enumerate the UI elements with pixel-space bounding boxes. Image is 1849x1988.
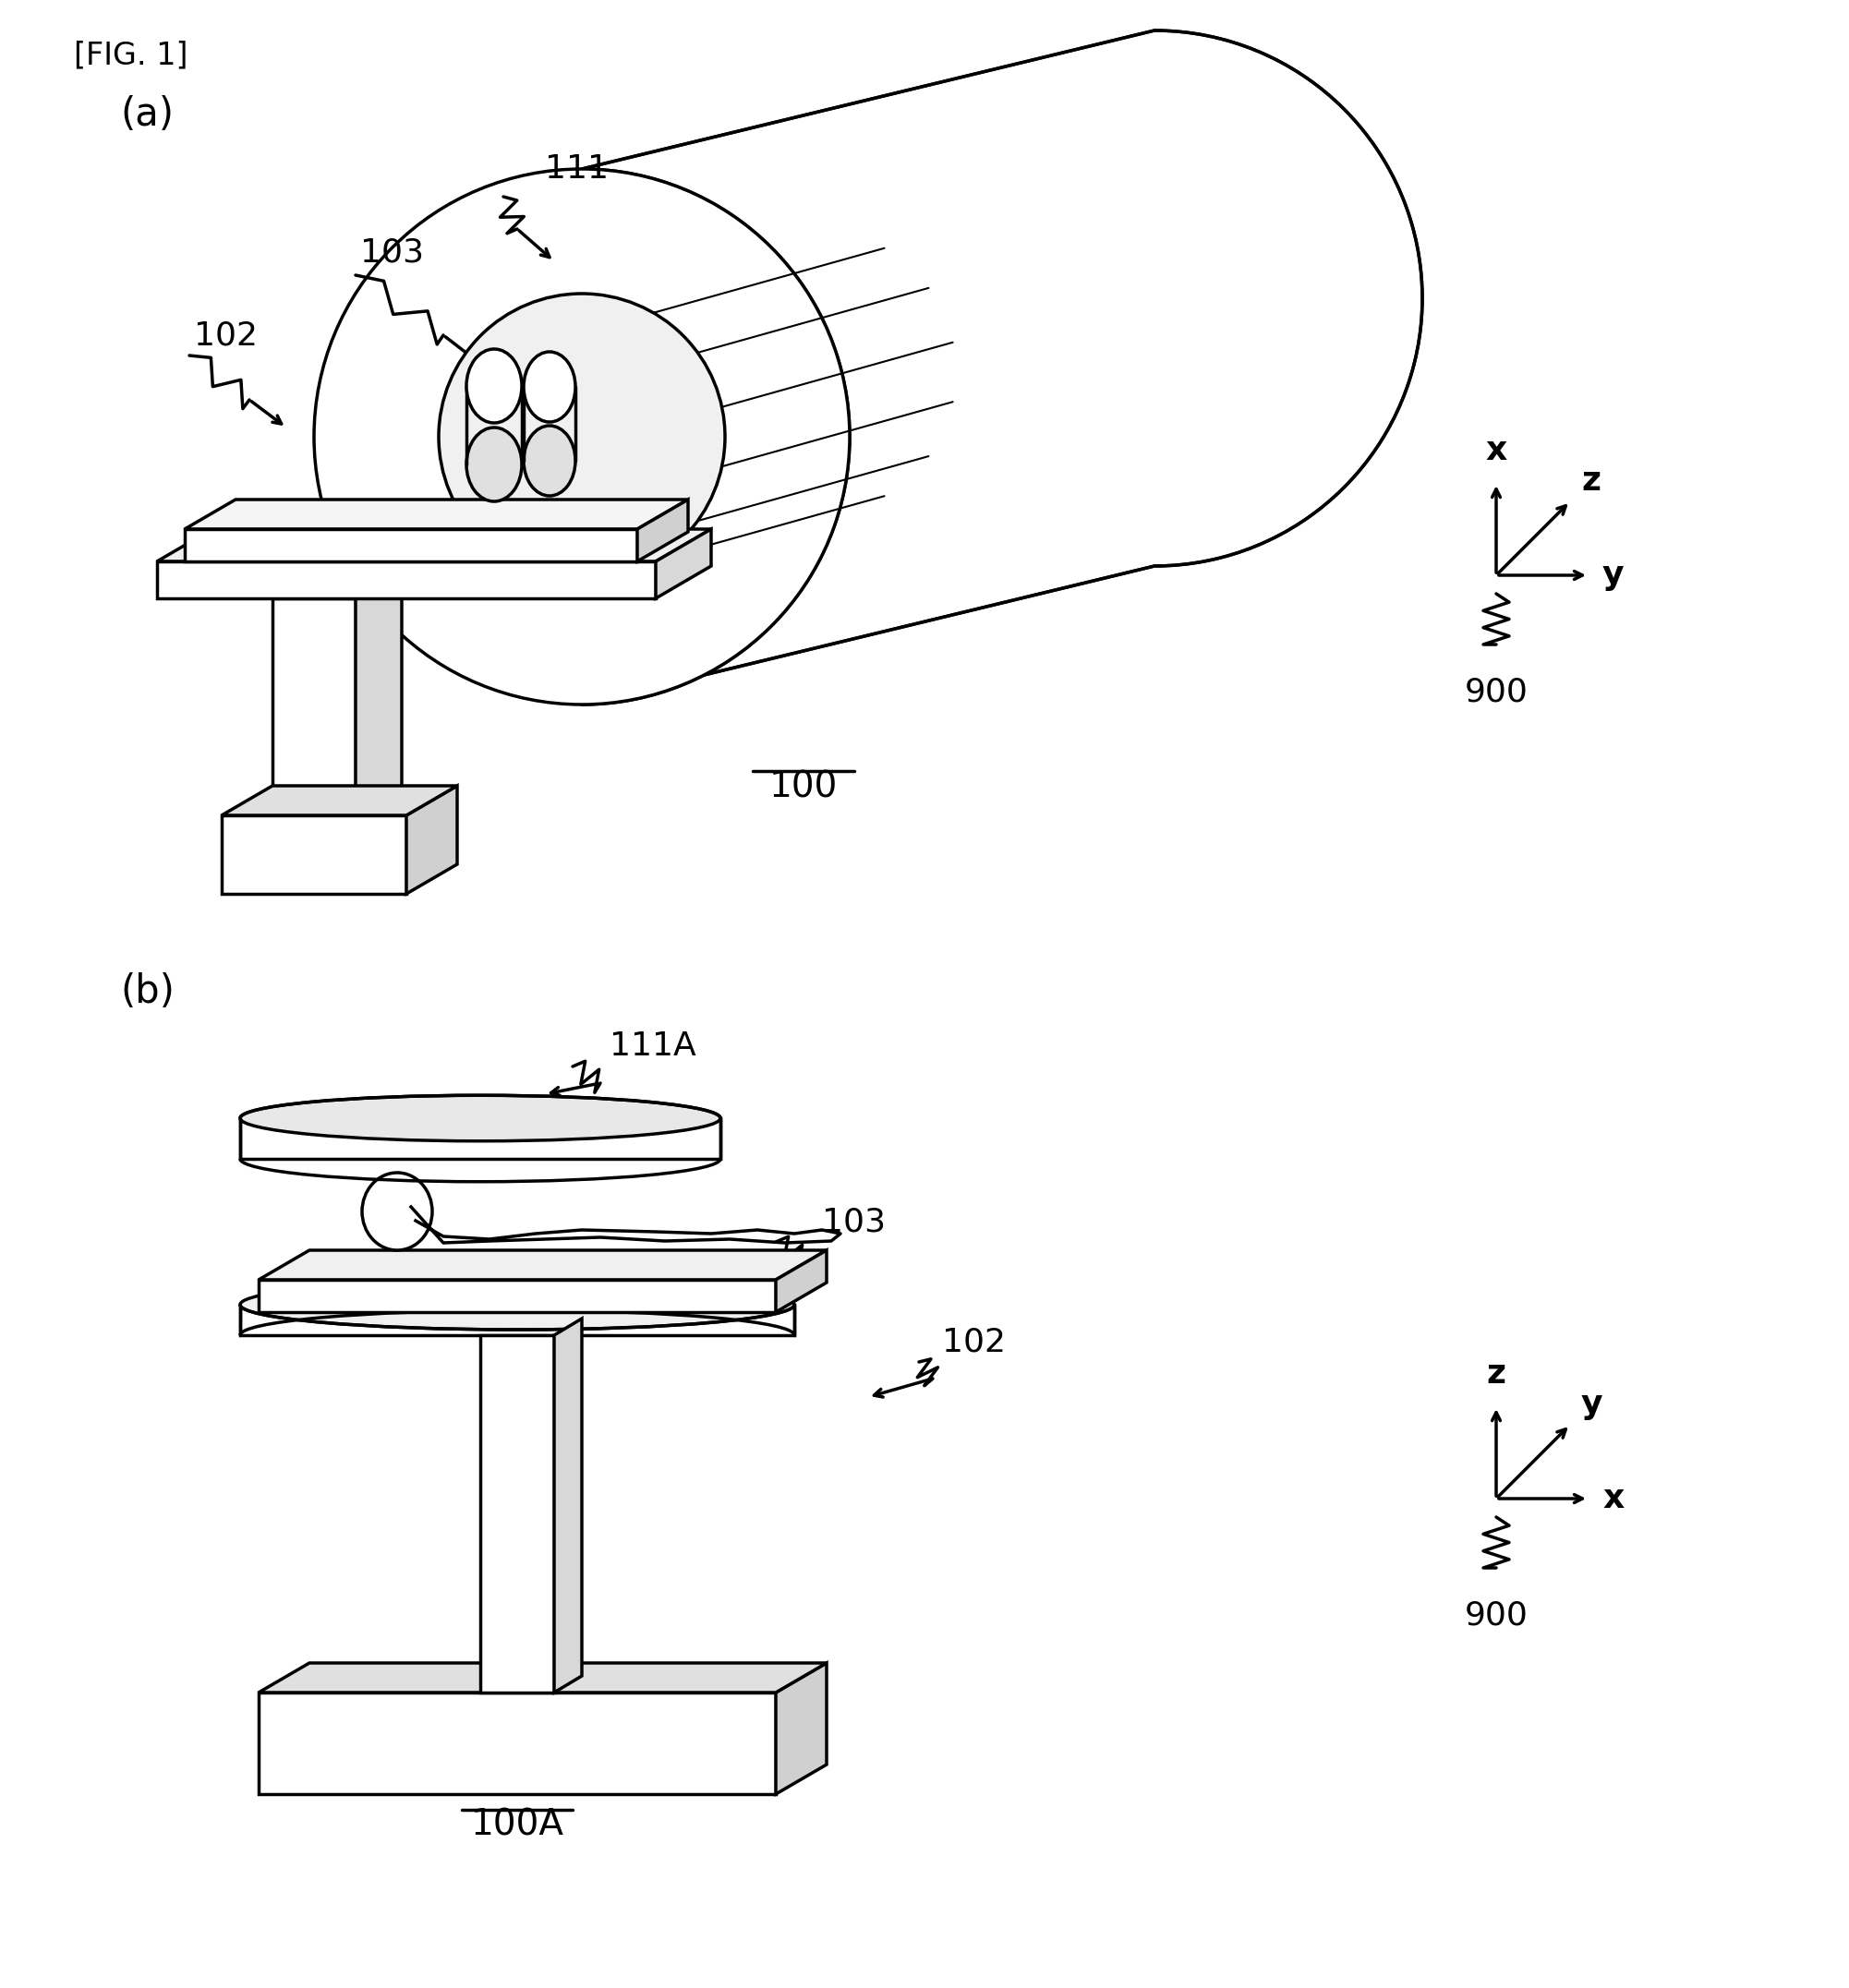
Text: 100: 100 bbox=[769, 769, 838, 805]
Text: 103: 103 bbox=[823, 1207, 886, 1237]
Polygon shape bbox=[777, 1664, 827, 1793]
Polygon shape bbox=[259, 1250, 827, 1280]
Text: 102: 102 bbox=[941, 1326, 1006, 1358]
Polygon shape bbox=[407, 785, 457, 895]
Text: [FIG. 1]: [FIG. 1] bbox=[74, 40, 189, 70]
Polygon shape bbox=[157, 561, 656, 598]
Text: (b): (b) bbox=[120, 972, 174, 1012]
Text: (a): (a) bbox=[120, 95, 174, 133]
Text: x: x bbox=[1485, 435, 1507, 467]
Ellipse shape bbox=[240, 1280, 795, 1330]
Polygon shape bbox=[582, 30, 1422, 704]
Polygon shape bbox=[259, 1664, 827, 1692]
Text: y: y bbox=[1581, 1390, 1603, 1419]
Text: 100A: 100A bbox=[470, 1807, 564, 1843]
Ellipse shape bbox=[523, 425, 575, 495]
Polygon shape bbox=[777, 1250, 827, 1312]
Ellipse shape bbox=[314, 169, 851, 704]
Polygon shape bbox=[638, 499, 688, 561]
Polygon shape bbox=[656, 529, 712, 598]
Ellipse shape bbox=[466, 350, 521, 423]
Text: z: z bbox=[1581, 465, 1601, 497]
Polygon shape bbox=[555, 1318, 582, 1692]
Polygon shape bbox=[222, 785, 457, 815]
Polygon shape bbox=[185, 529, 638, 561]
Text: 900: 900 bbox=[1464, 1600, 1527, 1632]
Polygon shape bbox=[481, 1336, 555, 1692]
Polygon shape bbox=[272, 598, 355, 815]
Polygon shape bbox=[259, 1692, 777, 1793]
Polygon shape bbox=[240, 1117, 721, 1159]
Text: z: z bbox=[1487, 1358, 1505, 1390]
Polygon shape bbox=[240, 1304, 795, 1336]
Ellipse shape bbox=[438, 294, 725, 580]
Text: 102: 102 bbox=[194, 320, 257, 350]
Text: x: x bbox=[1603, 1483, 1623, 1515]
Ellipse shape bbox=[466, 427, 521, 501]
Polygon shape bbox=[222, 815, 407, 895]
Text: 900: 900 bbox=[1464, 676, 1527, 708]
Text: 111A: 111A bbox=[610, 1030, 695, 1062]
Polygon shape bbox=[185, 499, 688, 529]
Polygon shape bbox=[259, 1280, 777, 1312]
Polygon shape bbox=[157, 529, 712, 561]
Text: y: y bbox=[1603, 559, 1623, 590]
Polygon shape bbox=[272, 571, 401, 598]
Ellipse shape bbox=[523, 352, 575, 421]
Ellipse shape bbox=[362, 1173, 433, 1250]
Ellipse shape bbox=[240, 1095, 721, 1141]
Text: 111: 111 bbox=[545, 153, 608, 185]
Polygon shape bbox=[355, 571, 401, 815]
Text: 103: 103 bbox=[361, 237, 423, 268]
